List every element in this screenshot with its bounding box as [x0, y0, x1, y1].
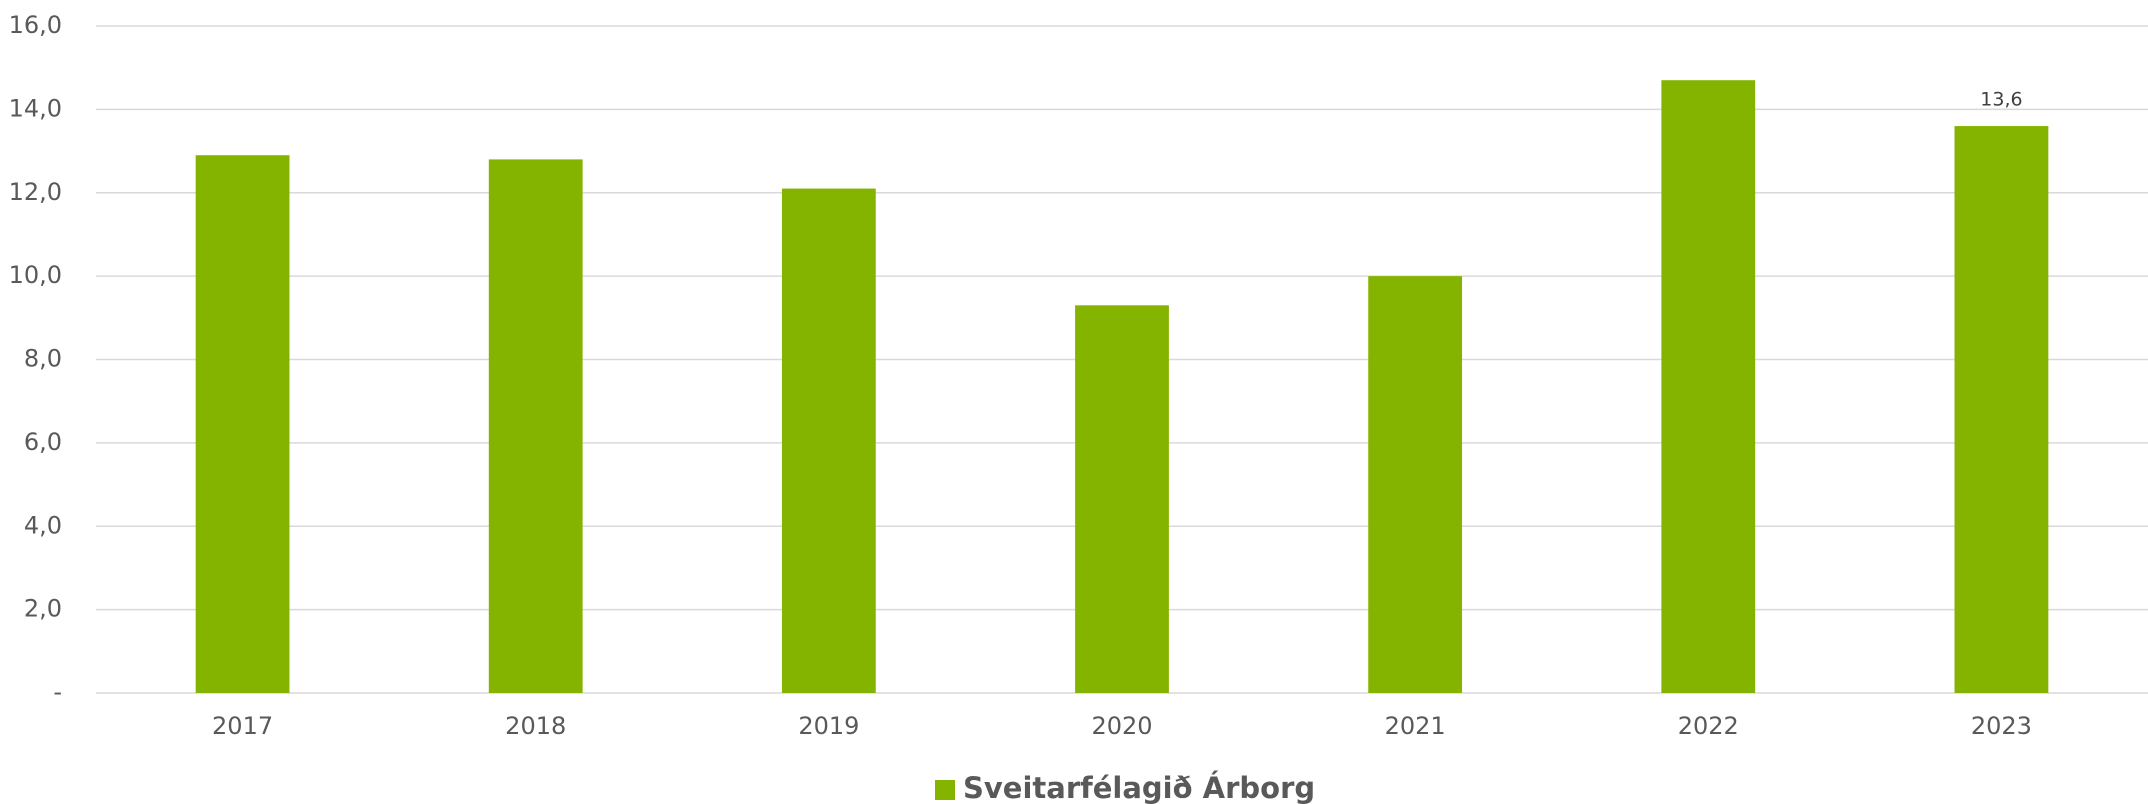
bar	[195, 155, 290, 693]
bar	[488, 159, 583, 693]
y-tick-label: 6,0	[24, 428, 62, 456]
x-tick-label: 2018	[505, 712, 566, 740]
x-tick-label: 2021	[1385, 712, 1446, 740]
y-tick-label: 12,0	[9, 178, 62, 206]
legend-label: Sveitarfélagið Árborg	[963, 771, 1315, 804]
y-tick-label: -	[53, 678, 62, 706]
y-tick-label: 2,0	[24, 595, 62, 623]
y-tick-label: 10,0	[9, 261, 62, 289]
y-tick-label: 8,0	[24, 345, 62, 373]
bar	[781, 188, 876, 694]
data-label: 13,6	[1980, 89, 2022, 111]
x-tick-label: 2022	[1678, 712, 1739, 740]
x-tick-label: 2023	[1971, 712, 2032, 740]
x-tick-label: 2019	[798, 712, 859, 740]
x-tick-label: 2017	[212, 712, 273, 740]
y-tick-label: 4,0	[24, 511, 62, 539]
bar	[1075, 305, 1169, 693]
legend-swatch	[935, 780, 955, 800]
bar	[1368, 276, 1463, 693]
y-tick-label: 16,0	[9, 11, 62, 39]
bar	[1954, 126, 2049, 694]
bar	[1661, 80, 1756, 694]
y-tick-label: 14,0	[9, 94, 62, 122]
x-tick-label: 2020	[1091, 712, 1152, 740]
